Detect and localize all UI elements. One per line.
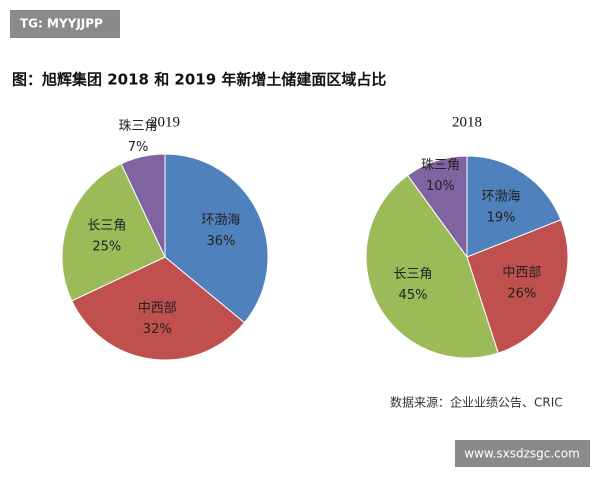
slice-value: 26%: [507, 286, 536, 301]
pie-title: 2018: [452, 114, 482, 130]
slice-label: 珠三角: [421, 158, 460, 173]
pie-slice: [164, 153, 269, 324]
pie-slice: [406, 155, 468, 259]
slice-value: 7%: [128, 140, 149, 155]
slice-value: 32%: [143, 322, 172, 337]
footer-tag-box: [455, 440, 590, 467]
slice-value: 45%: [399, 288, 428, 303]
slice-value: 25%: [92, 240, 121, 255]
slice-value: 10%: [426, 179, 455, 194]
source: 数据来源：企业业绩公告、CRIC: [390, 395, 563, 410]
slice-label: 长三角: [87, 219, 126, 234]
slice-value: 19%: [487, 210, 516, 225]
slice-label: 环渤海: [482, 188, 521, 204]
slice-label: 中西部: [138, 301, 177, 316]
header-tag: TG: MYYJJPP: [20, 17, 103, 31]
pie-slice: [71, 256, 246, 361]
slice-label: 中西部: [502, 265, 541, 280]
slice-value: 36%: [206, 234, 235, 249]
pie-title: 2019: [150, 114, 180, 130]
slice-label: 珠三角: [119, 119, 158, 134]
footer-tag: www.sxsdzsgc.com: [464, 447, 580, 461]
pie-slice: [365, 174, 499, 359]
title: 图：旭辉集团 2018 和 2019 年新增土储建面区域占比: [12, 71, 386, 89]
pie-slice: [120, 153, 166, 258]
slice-label: 长三角: [393, 267, 432, 282]
pie-slice: [61, 163, 166, 302]
pie-slice: [466, 155, 562, 258]
header-tag-box: [10, 10, 120, 38]
slice-label: 环渤海: [201, 212, 240, 228]
pie-slice: [466, 219, 569, 354]
